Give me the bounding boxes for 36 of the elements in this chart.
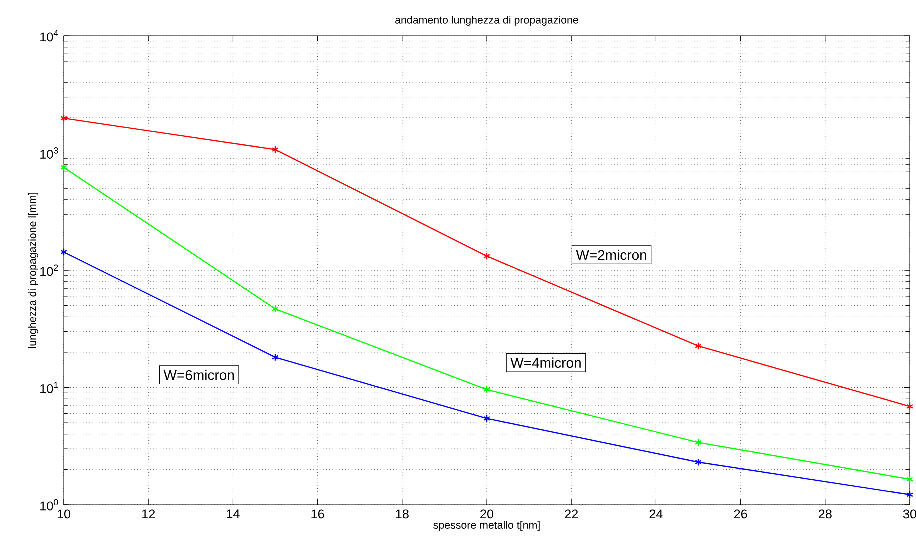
x-tick-label: 20: [480, 510, 494, 519]
x-tick-label: 16: [312, 510, 324, 519]
y-tick-label: 10$^{2}$: [40, 264, 58, 276]
point: [272, 354, 279, 362]
annotation: W=6micron: [164, 370, 234, 380]
point: [484, 386, 490, 394]
x-tick-label: 12: [142, 510, 156, 519]
annotation: W=2micron: [576, 250, 646, 260]
point: [484, 414, 490, 423]
x-axis-title: spessore metallo t[nm]: [434, 521, 540, 532]
x-tick-label: 26: [734, 510, 748, 519]
x-tick-label: 22: [565, 510, 578, 519]
point: [272, 305, 279, 314]
y-tick-label: 10$^{1}$: [40, 382, 58, 394]
x-tick-label: 18: [396, 510, 409, 519]
x-tick-label: 28: [818, 510, 832, 519]
x-tick-label: 14: [227, 510, 240, 518]
point: [60, 164, 68, 172]
point: [906, 476, 914, 484]
y-tick-label: 10$^{0}$: [40, 499, 58, 511]
point: [906, 402, 914, 411]
y-axis-title: lunghezza di propagazione l[mm]: [28, 193, 38, 348]
point: [906, 490, 914, 499]
chart-title: andamento lunghezza di propagazione: [396, 16, 578, 26]
x-tick-label: 24: [650, 510, 663, 519]
point: [60, 248, 68, 256]
point: [484, 252, 490, 260]
point: [695, 342, 702, 350]
x-tick-label: 10: [58, 510, 71, 519]
point: [60, 114, 68, 122]
point: [272, 146, 279, 154]
y-tick-label: 10$^{3}$: [40, 148, 58, 159]
annotation: W=4micron: [510, 358, 581, 368]
point: [695, 438, 702, 447]
point: [695, 458, 702, 466]
y-tick-label: 10$^{4}$: [40, 30, 58, 42]
